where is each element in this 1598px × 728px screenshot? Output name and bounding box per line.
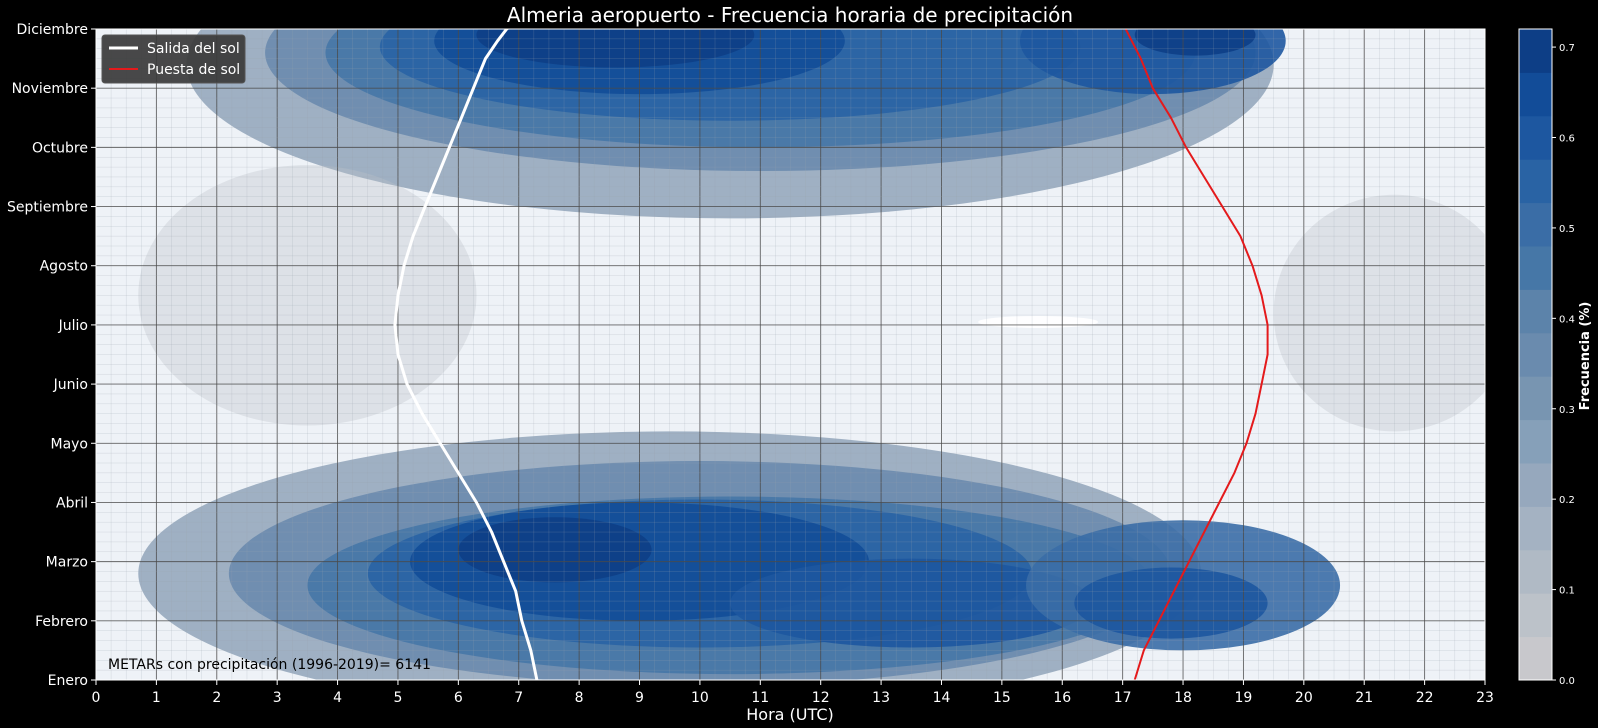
y-tick-label: Septiembre <box>7 200 88 216</box>
colorbar-level <box>1519 29 1552 73</box>
y-tick-label: Diciembre <box>17 22 88 38</box>
chart-title: Almeria aeropuerto - Frecuencia horaria … <box>507 3 1073 27</box>
legend[interactable]: Salida del sol Puesta de sol <box>101 34 246 84</box>
colorbar-level <box>1519 332 1552 377</box>
colorbar-level <box>1519 506 1552 551</box>
x-tick-label: 9 <box>635 690 644 706</box>
colorbar-tick-label: 0.4 <box>1559 314 1575 325</box>
colorbar-frame <box>1518 28 1553 681</box>
colorbar-level <box>1519 549 1552 594</box>
x-tick-label: 14 <box>933 690 951 706</box>
contour-band <box>476 29 755 68</box>
x-tick-label: 6 <box>454 690 463 706</box>
x-tick-label: 5 <box>393 690 402 706</box>
contour-band <box>1074 567 1268 639</box>
colorbar-tick-label: 0.6 <box>1559 134 1575 145</box>
colorbar-tick-label: 0.0 <box>1559 676 1575 687</box>
y-tick-label: Noviembre <box>12 81 88 97</box>
x-tick-label: 8 <box>575 690 584 706</box>
colorbar-level <box>1519 289 1552 334</box>
sunrise-line <box>393 29 539 680</box>
series-lines <box>393 29 1269 680</box>
colorbar-level <box>1519 72 1552 117</box>
plot-area <box>96 29 1485 680</box>
colorbar-tick-label: 0.7 <box>1559 43 1575 54</box>
y-tick-label: Julio <box>58 318 88 334</box>
x-tick-label: 2 <box>212 690 221 706</box>
x-tick-label: 18 <box>1174 690 1192 706</box>
sunset-line <box>1124 29 1269 680</box>
colorbar-level <box>1519 593 1552 638</box>
colorbar-label: Frecuencia (%) <box>1578 302 1593 411</box>
colorbar-level <box>1519 419 1552 464</box>
colorbar-level <box>1519 115 1552 160</box>
colorbar-level <box>1519 376 1552 421</box>
colorbar-tick-label: 0.1 <box>1559 586 1575 597</box>
x-tick-label: 13 <box>872 690 890 706</box>
colorbar-tick-label: 0.2 <box>1559 495 1575 506</box>
contour-band <box>458 517 652 583</box>
contour-band <box>1134 29 1256 56</box>
colorbar-level <box>1519 463 1552 507</box>
contour-band <box>138 165 477 426</box>
colorbar: 0.0 0.1 0.2 0.3 0.4 0.5 0.6 0.7 <box>1518 28 1575 687</box>
colorbar-tick-label: 0.5 <box>1559 224 1575 235</box>
x-tick-label: 11 <box>751 690 769 706</box>
x-tick-label: 23 <box>1476 690 1494 706</box>
x-tick-label: 22 <box>1416 690 1434 706</box>
x-axis: 0 1 2 3 4 5 6 7 8 9 10 11 12 13 14 15 16 17 18 19 20 21 22 23 <box>92 680 1494 706</box>
x-tick-label: 4 <box>333 690 342 706</box>
x-tick-label: 15 <box>993 690 1011 706</box>
x-tick-label: 16 <box>1053 690 1071 706</box>
y-tick-label: Febrero <box>35 614 88 630</box>
x-tick-label: 10 <box>691 690 709 706</box>
y-tick-label: Abril <box>56 495 88 511</box>
y-axis: Enero Febrero Marzo Abril Mayo Junio Julio Agos… <box>7 22 96 689</box>
x-tick-label: 12 <box>812 690 830 706</box>
y-tick-label: Enero <box>48 673 88 689</box>
colorbar-tick-label: 0.3 <box>1559 405 1575 416</box>
x-tick-label: 21 <box>1355 690 1373 706</box>
y-tick-label: Junio <box>53 377 88 393</box>
colorbar-level <box>1519 636 1552 681</box>
x-tick-label: 7 <box>514 690 523 706</box>
legend-sunrise-label: Salida del sol <box>147 41 240 57</box>
plot-frame <box>95 28 1486 681</box>
contour-minimum <box>978 315 1099 328</box>
contour-band <box>1273 194 1485 432</box>
colorbar-level <box>1519 159 1552 204</box>
colorbar-level <box>1519 202 1552 247</box>
x-tick-label: 1 <box>152 690 161 706</box>
legend-sunset-label: Puesta de sol <box>147 62 240 78</box>
x-tick-label: 0 <box>92 690 101 706</box>
y-tick-label: Octubre <box>32 140 88 156</box>
metar-count-annotation: METARs con precipitación (1996-2019)= 61… <box>108 657 431 673</box>
y-tick-label: Agosto <box>40 259 88 275</box>
x-tick-label: 3 <box>273 690 282 706</box>
x-tick-label: 17 <box>1114 690 1132 706</box>
x-tick-label: 19 <box>1235 690 1253 706</box>
x-axis-label: Hora (UTC) <box>746 705 834 724</box>
y-tick-label: Marzo <box>46 555 88 571</box>
x-tick-label: 20 <box>1295 690 1313 706</box>
y-tick-label: Mayo <box>50 436 88 452</box>
colorbar-level <box>1519 246 1552 290</box>
grid-lines <box>96 29 1485 680</box>
